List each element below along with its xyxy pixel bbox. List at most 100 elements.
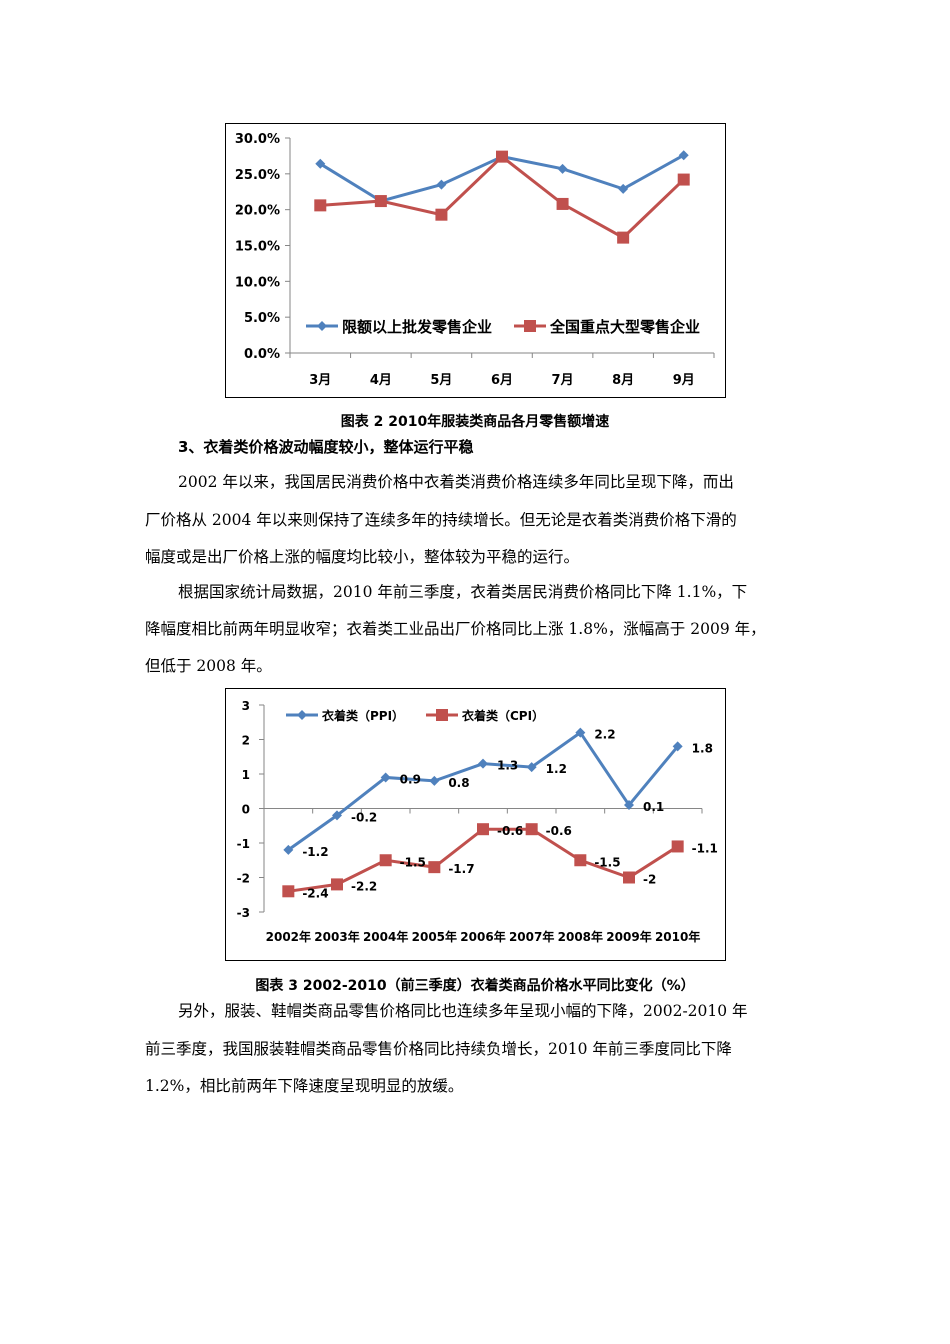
chart3-caption: 图表 3 2002-2010（前三季度）衣着类商品价格水平同比变化（%） <box>255 978 695 994</box>
svg-text:2003年: 2003年 <box>314 929 359 944</box>
paragraph-line: 前三季度，我国服装鞋帽类商品零售价格同比持续负增长，2010 年前三季度同比下降 <box>145 1040 732 1058</box>
diamond-marker <box>575 727 586 738</box>
diamond-marker <box>380 772 391 783</box>
line-chart-1: 0.0% 5.0% 10.0% 15.0% 20.0% 25.0% 30.0% 3月 4月 5月 6… <box>235 132 715 388</box>
square-marker <box>331 878 343 891</box>
square-marker <box>677 173 690 186</box>
chart-clothing-price-yoy: -3 -2 -1 0 1 2 3 2002年 2003年 2004年 2005年 2006年 2007年… <box>225 688 726 961</box>
data-label: 0.9 <box>400 772 421 786</box>
data-label: -0.6 <box>546 824 572 838</box>
svg-text:4月: 4月 <box>370 373 392 388</box>
diamond-marker <box>317 321 327 331</box>
svg-text:衣着类（PPI）: 衣着类（PPI） <box>322 708 404 723</box>
square-marker <box>617 231 630 244</box>
svg-text:20.0%: 20.0% <box>235 204 280 219</box>
square-marker <box>314 199 327 212</box>
svg-text:2: 2 <box>242 734 250 748</box>
square-marker <box>379 854 392 867</box>
diamond-marker <box>624 800 634 811</box>
data-label: 1.3 <box>497 759 518 773</box>
svg-text:2009年: 2009年 <box>606 929 651 944</box>
section-heading: 3、衣着类价格波动幅度较小，整体运行平稳 <box>178 438 474 456</box>
paragraph-line: 幅度或是出厂价格上涨的幅度均比较小，整体较为平稳的运行。 <box>145 548 580 566</box>
data-label: -1.2 <box>302 845 328 859</box>
data-label: 0.8 <box>448 776 469 790</box>
diamond-marker <box>429 775 440 786</box>
svg-text:全国重点大型零售企业: 全国重点大型零售企业 <box>549 318 700 336</box>
chart-monthly-retail-growth: 0.0% 5.0% 10.0% 15.0% 20.0% 25.0% 30.0% 3月 4月 5月 6… <box>225 123 726 398</box>
square-marker <box>428 861 441 874</box>
data-label: -0.6 <box>497 824 523 838</box>
data-label: -2.4 <box>302 886 328 900</box>
svg-text:5月: 5月 <box>430 373 452 388</box>
diamond-marker <box>678 150 689 161</box>
svg-text:-1: -1 <box>237 837 250 851</box>
svg-text:2010年: 2010年 <box>655 929 700 944</box>
data-label: 1.2 <box>546 762 567 776</box>
svg-text:-2: -2 <box>237 872 250 886</box>
svg-text:2002年: 2002年 <box>266 929 311 944</box>
svg-text:2005年: 2005年 <box>412 929 457 944</box>
square-marker <box>574 854 587 867</box>
paragraph-line: 根据国家统计局数据，2010 年前三季度，衣着类居民消费价格同比下降 1.1%，… <box>178 583 748 601</box>
svg-text:3月: 3月 <box>309 373 331 388</box>
square-marker <box>477 823 489 836</box>
diamond-marker <box>618 183 629 194</box>
diamond-marker <box>297 710 307 720</box>
diamond-marker <box>436 179 447 190</box>
svg-text:8月: 8月 <box>612 373 634 388</box>
svg-text:6月: 6月 <box>491 373 513 388</box>
data-label: -1.5 <box>594 855 620 869</box>
svg-text:2006年: 2006年 <box>460 929 505 944</box>
square-marker <box>435 208 448 221</box>
square-marker <box>556 197 569 210</box>
square-marker <box>374 195 387 208</box>
diamond-marker <box>557 163 568 174</box>
diamond-marker <box>478 758 488 769</box>
svg-text:1: 1 <box>242 768 250 782</box>
square-marker <box>623 871 635 884</box>
svg-text:5.0%: 5.0% <box>244 311 280 326</box>
svg-text:15.0%: 15.0% <box>235 240 280 255</box>
data-label: -1.7 <box>448 862 474 876</box>
svg-text:2008年: 2008年 <box>558 929 603 944</box>
svg-text:0: 0 <box>242 803 250 817</box>
square-marker <box>496 150 508 163</box>
svg-text:0.0%: 0.0% <box>244 347 280 362</box>
data-label: -1.5 <box>400 855 426 869</box>
data-label: -2.2 <box>351 879 377 893</box>
paragraph-line: 2002 年以来，我国居民消费价格中衣着类消费价格连续多年同比呈现下降，而出 <box>178 473 734 491</box>
diamond-marker <box>672 741 683 752</box>
square-marker <box>524 320 536 332</box>
square-marker <box>525 823 538 836</box>
diamond-marker <box>283 844 294 855</box>
svg-text:限额以上批发零售企业: 限额以上批发零售企业 <box>342 318 492 336</box>
svg-text:2007年: 2007年 <box>509 929 554 944</box>
svg-text:25.0%: 25.0% <box>235 168 280 183</box>
diamond-marker <box>315 158 326 169</box>
square-marker <box>671 840 684 853</box>
diamond-marker <box>526 762 537 773</box>
data-label: 2.2 <box>594 728 615 742</box>
svg-text:2004年: 2004年 <box>363 929 408 944</box>
paragraph-line: 另外，服装、鞋帽类商品零售价格同比也连续多年呈现小幅的下降，2002-2010 … <box>178 1002 748 1020</box>
paragraph-line: 1.2%，相比前两年下降速度呈现明显的放缓。 <box>145 1077 464 1095</box>
line-chart-2: -3 -2 -1 0 1 2 3 2002年 2003年 2004年 2005年 2006年 2007年… <box>237 699 718 944</box>
svg-text:10.0%: 10.0% <box>235 275 280 290</box>
chart2-caption: 图表 2 2010年服装类商品各月零售额增速 <box>340 414 610 430</box>
data-label: -0.2 <box>351 810 377 824</box>
paragraph-line: 厂价格从 2004 年以来则保持了连续多年的持续增长。但无论是衣着类消费价格下滑… <box>145 511 737 529</box>
data-label: -2 <box>643 873 656 887</box>
svg-text:3: 3 <box>242 699 250 713</box>
svg-text:-3: -3 <box>237 906 250 920</box>
diamond-marker <box>332 810 342 821</box>
paragraph-line: 但低于 2008 年。 <box>145 657 272 675</box>
svg-text:衣着类（CPI）: 衣着类（CPI） <box>462 708 544 723</box>
square-marker <box>436 709 448 721</box>
data-label: 1.8 <box>692 741 713 755</box>
svg-text:9月: 9月 <box>673 373 695 388</box>
data-label: -1.1 <box>692 841 718 855</box>
paragraph-line: 降幅度相比前两年明显收窄；衣着类工业品出厂价格同比上涨 1.8%，涨幅高于 20… <box>145 620 766 638</box>
svg-text:7月: 7月 <box>552 373 574 388</box>
data-label: 0.1 <box>643 800 664 814</box>
